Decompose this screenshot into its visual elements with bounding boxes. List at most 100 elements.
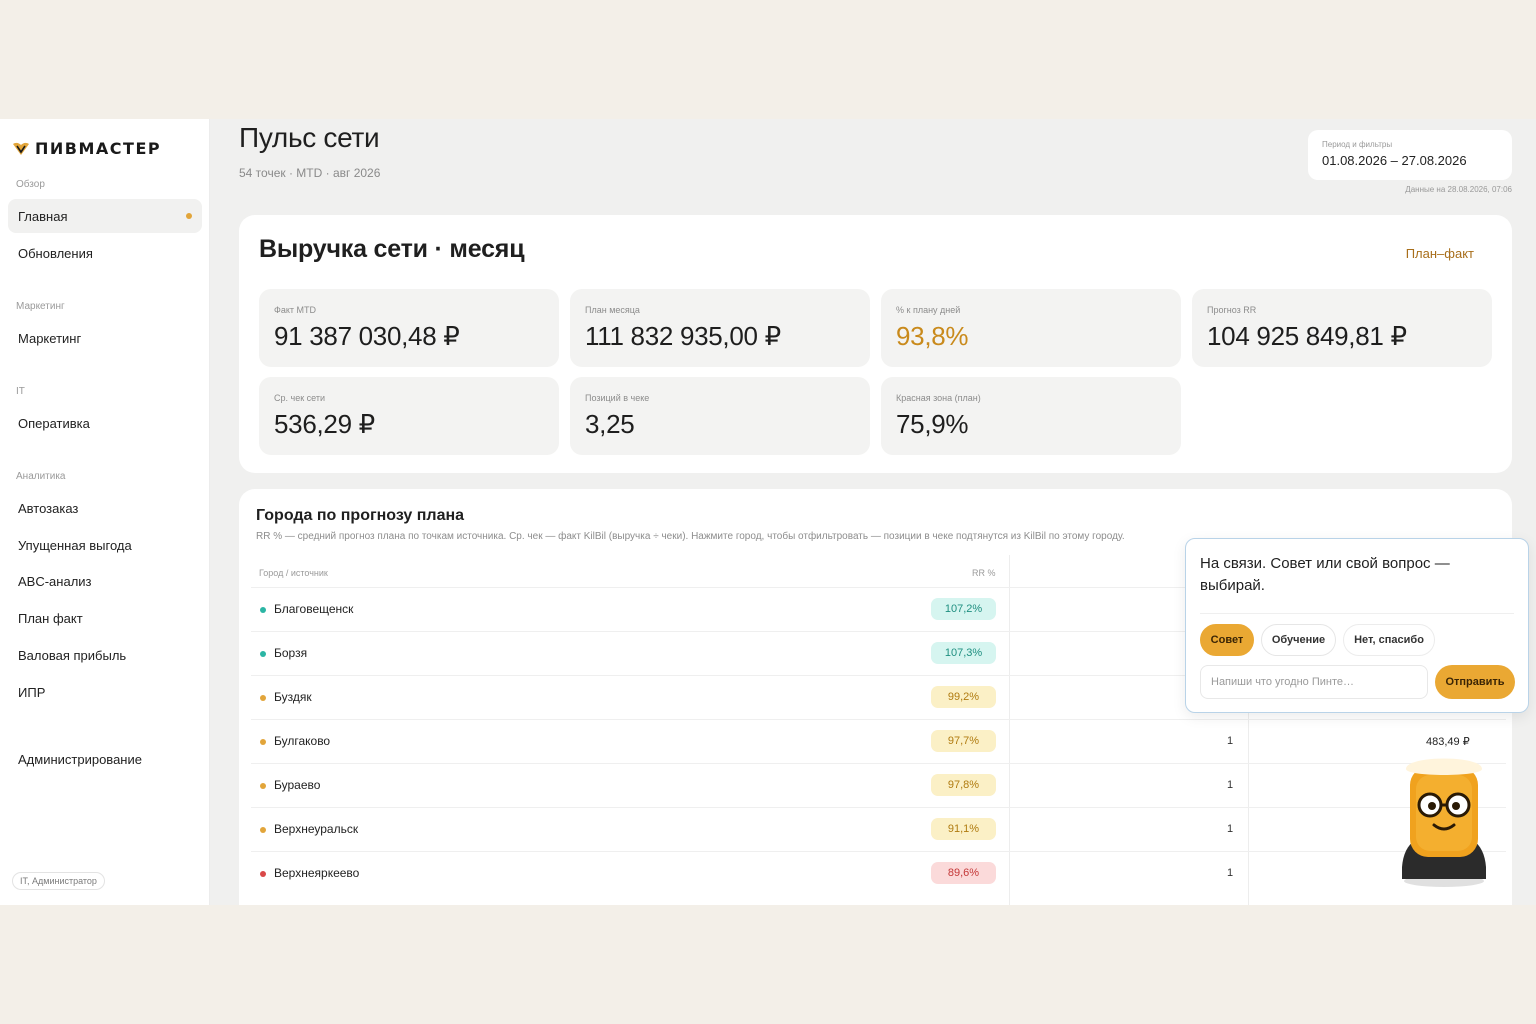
- sidebar-item-home[interactable]: Главная: [8, 199, 202, 233]
- check-count: 1: [1227, 867, 1234, 879]
- revenue-title: Выручка сети · месяц: [259, 235, 525, 263]
- kpi-value: 111 832 935,00 ₽: [585, 321, 781, 351]
- column-divider: [1009, 555, 1010, 905]
- period-label: Период и фильтры: [1322, 140, 1393, 149]
- status-dot-icon: [260, 783, 266, 789]
- sidebar-item-label: Маркетинг: [18, 330, 82, 346]
- kpi-fact-mtd: Факт MTD 91 387 030,48 ₽: [259, 289, 559, 367]
- kpi-value: 91 387 030,48 ₽: [274, 321, 460, 351]
- kpi-plan-days-percent: % к плану дней 93,8%: [881, 289, 1181, 367]
- page-subtitle: 54 точек · MTD · авг 2026: [239, 166, 381, 180]
- city-name: Булгаково: [274, 734, 331, 748]
- chat-option-training-button[interactable]: Обучение: [1261, 624, 1336, 656]
- nav-section-it: IT: [16, 386, 25, 397]
- status-dot-icon: [260, 739, 266, 745]
- check-count: 1: [1227, 735, 1234, 747]
- status-dot-icon: [260, 827, 266, 833]
- chat-send-button[interactable]: Отправить: [1435, 665, 1515, 699]
- table-row[interactable]: Благовещенск 107,2%: [251, 587, 1506, 631]
- kpi-plan-month: План месяца 111 832 935,00 ₽: [570, 289, 870, 367]
- column-header-city[interactable]: Город / источник: [259, 568, 328, 578]
- chat-input[interactable]: [1200, 665, 1428, 699]
- table-row[interactable]: Верхнеуральск 91,1% 1: [251, 807, 1506, 851]
- assistant-chat-popup: На связи. Совет или свой вопрос — выбира…: [1185, 538, 1529, 713]
- sidebar-item-autoorder[interactable]: Автозаказ: [8, 491, 202, 525]
- chat-option-decline-button[interactable]: Нет, спасибо: [1343, 624, 1435, 656]
- status-dot-icon: [260, 651, 266, 657]
- table-row[interactable]: Бураево 97,8% 1: [251, 763, 1506, 807]
- plan-fact-link[interactable]: План–факт: [1405, 246, 1474, 261]
- sidebar-item-label: Оперативка: [18, 415, 90, 431]
- kpi-value: 93,8%: [896, 321, 969, 351]
- beer-mascot-icon[interactable]: [1392, 749, 1496, 889]
- kpi-label: % к плану дней: [896, 305, 961, 315]
- sidebar-item-plan-fact[interactable]: План факт: [8, 601, 202, 635]
- kpi-value: 104 925 849,81 ₽: [1207, 321, 1407, 351]
- city-name: Буздяк: [274, 690, 312, 704]
- period-filter-button[interactable]: Период и фильтры 01.08.2026 – 27.08.2026: [1308, 130, 1512, 180]
- sidebar-item-lost-profit[interactable]: Упущенная выгода: [8, 528, 202, 562]
- sidebar-item-operativka[interactable]: Оперативка: [8, 406, 202, 440]
- kpi-label: Факт MTD: [274, 305, 317, 315]
- nav-section-marketing: Маркетинг: [16, 301, 65, 312]
- nav-section-analytics: Аналитика: [16, 471, 66, 482]
- sidebar-item-label: ABC-анализ: [18, 573, 92, 589]
- sidebar: ПИВМАСТЕР Обзор Главная Обновления Марке…: [0, 119, 210, 905]
- cities-description: RR % — средний прогноз плана по точкам и…: [256, 531, 1125, 542]
- sidebar-item-label: Главная: [18, 208, 68, 224]
- chat-divider: [1200, 613, 1514, 614]
- kpi-label: Красная зона (план): [896, 393, 981, 403]
- rr-badge: 107,3%: [931, 642, 996, 664]
- sidebar-item-gross-profit[interactable]: Валовая прибыль: [8, 638, 202, 672]
- sidebar-item-label: Валовая прибыль: [18, 647, 127, 663]
- column-divider: [1248, 555, 1249, 905]
- check-count: 1: [1227, 779, 1234, 791]
- period-value: 01.08.2026 – 27.08.2026: [1322, 153, 1467, 168]
- avg-check-value: 483,49 ₽: [1426, 736, 1470, 748]
- sidebar-item-label: Автозаказ: [18, 500, 79, 516]
- table-row[interactable]: Борзя 107,3%: [251, 631, 1506, 675]
- nav-section-overview: Обзор: [16, 179, 45, 190]
- city-name: Благовещенск: [274, 602, 354, 616]
- sidebar-item-marketing[interactable]: Маркетинг: [8, 321, 202, 355]
- kpi-label: Позиций в чеке: [585, 393, 650, 403]
- sidebar-item-abc[interactable]: ABC-анализ: [8, 564, 202, 598]
- table-row[interactable]: Булгаково 97,7% 1 483,49 ₽: [251, 719, 1506, 763]
- brand-logo[interactable]: ПИВМАСТЕР: [12, 139, 161, 158]
- sidebar-item-label: ИПР: [18, 684, 46, 700]
- column-header-rr[interactable]: RR %: [972, 568, 996, 578]
- city-name: Верхнеяркеево: [274, 866, 360, 880]
- sidebar-item-updates[interactable]: Обновления: [8, 236, 202, 270]
- kpi-label: Прогноз RR: [1207, 305, 1257, 315]
- city-name: Борзя: [274, 646, 308, 660]
- sidebar-item-label: Упущенная выгода: [18, 537, 132, 553]
- kpi-avg-check: Ср. чек сети 536,29 ₽: [259, 377, 559, 455]
- rr-badge: 97,8%: [931, 774, 996, 796]
- kpi-value: 3,25: [585, 409, 635, 439]
- sidebar-item-ipr[interactable]: ИПР: [8, 675, 202, 709]
- kpi-red-zone: Красная зона (план) 75,9%: [881, 377, 1181, 455]
- check-count: 1: [1227, 823, 1234, 835]
- rr-badge: 89,6%: [931, 862, 996, 884]
- kpi-label: Ср. чек сети: [274, 393, 325, 403]
- page-title: Пульс сети: [239, 122, 380, 153]
- sidebar-item-admin[interactable]: Администрирование: [8, 742, 202, 776]
- city-name: Верхнеуральск: [274, 822, 359, 836]
- brand-name: ПИВМАСТЕР: [35, 139, 162, 158]
- cities-title: Города по прогнозу плана: [256, 507, 465, 524]
- rr-badge: 107,2%: [931, 598, 996, 620]
- user-role-chip[interactable]: IT, Администратор: [12, 872, 105, 890]
- sidebar-item-label: План факт: [18, 610, 83, 626]
- city-name: Бураево: [274, 778, 321, 792]
- app-window: ПИВМАСТЕР Обзор Главная Обновления Марке…: [0, 119, 1536, 905]
- status-dot-icon: [260, 607, 266, 613]
- chat-option-advice-button[interactable]: Совет: [1200, 624, 1254, 656]
- status-dot-icon: [260, 871, 266, 877]
- rr-badge: 97,7%: [931, 730, 996, 752]
- table-row[interactable]: Верхнеяркеево 89,6% 1: [251, 851, 1506, 895]
- data-timestamp: Данные на 28.08.2026, 07:06: [1405, 185, 1512, 194]
- chat-message: На связи. Совет или свой вопрос — выбира…: [1200, 555, 1450, 594]
- table-row[interactable]: Буздяк 99,2%: [251, 675, 1506, 719]
- status-dot-icon: [260, 695, 266, 701]
- kpi-label: План месяца: [585, 305, 640, 315]
